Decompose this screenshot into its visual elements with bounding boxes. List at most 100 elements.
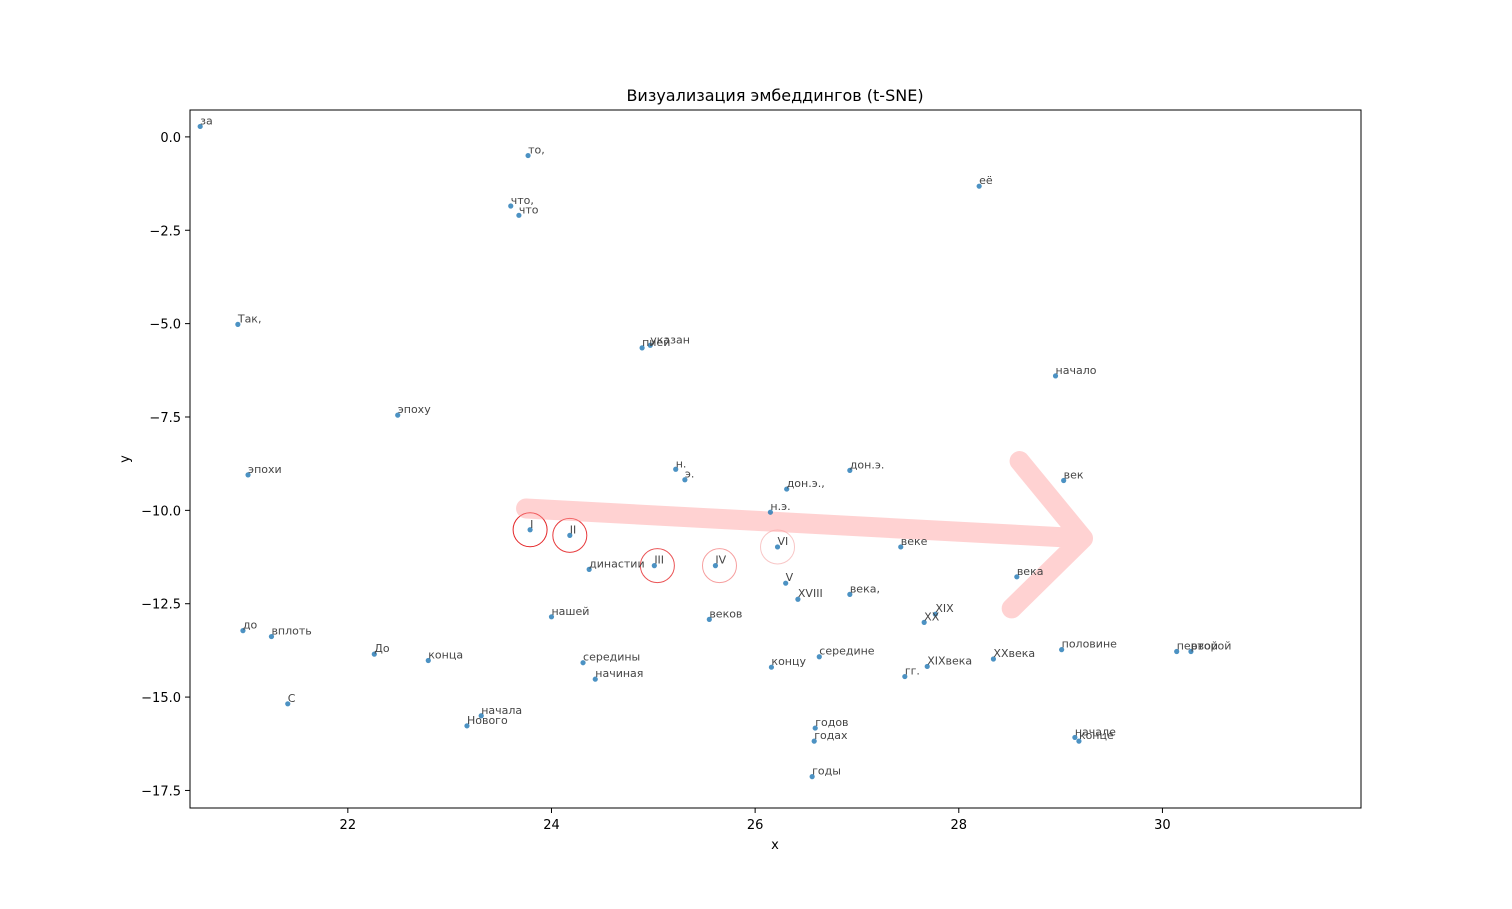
scatter-point	[525, 152, 531, 159]
scatter-point	[639, 345, 645, 351]
scatter-point	[235, 321, 241, 327]
point-label: что	[519, 203, 539, 216]
scatter-point	[1052, 373, 1059, 379]
scatter-point	[268, 633, 275, 640]
point-label: веков	[709, 607, 742, 620]
highlight-circle-2	[639, 548, 675, 584]
point-label: II	[570, 523, 577, 536]
point-label: Так,	[237, 312, 262, 325]
scatter-point	[1059, 647, 1065, 653]
y-tick-label: −17.5	[141, 784, 181, 799]
point-label: династии	[589, 557, 644, 570]
x-tick-label: 28	[951, 818, 968, 833]
scatter-point	[847, 467, 853, 473]
scatter-point	[774, 544, 781, 550]
scatter-point	[1076, 738, 1082, 744]
scatter-point	[567, 532, 573, 538]
scatter-point	[1174, 648, 1180, 655]
point-label: XVIII	[798, 587, 823, 600]
point-label: вплоть	[271, 625, 311, 638]
point-label: то,	[528, 144, 545, 157]
point-label: нашей	[551, 605, 589, 618]
scatter-point	[812, 725, 818, 731]
point-label: годах	[814, 729, 848, 742]
highlight-circle-1	[552, 517, 588, 553]
scatter-point	[1061, 477, 1067, 484]
point-label: э.	[685, 468, 695, 481]
plot-area-frame	[189, 109, 1362, 809]
point-label: указан	[650, 333, 690, 346]
x-tick-label: 30	[1154, 818, 1171, 833]
scatter-point	[425, 657, 431, 664]
point-label: гг.	[905, 665, 920, 678]
point-label: V	[786, 571, 794, 584]
point-label: пией	[642, 336, 670, 349]
scatter-point	[811, 738, 817, 744]
point-label: эпоху	[398, 403, 431, 416]
scatter-point	[647, 342, 653, 348]
point-label: второй	[1191, 640, 1231, 653]
point-label: начала	[481, 704, 522, 717]
point-label: IV	[715, 554, 726, 567]
scatter-point	[478, 713, 484, 719]
point-label: конце	[1079, 729, 1114, 742]
point-label: I	[530, 518, 533, 531]
scatter-point	[809, 774, 815, 780]
scatter-point	[285, 701, 291, 707]
y-axis-title: y	[118, 455, 133, 463]
scatter-point	[768, 664, 775, 670]
scatter-point	[1072, 734, 1078, 741]
point-label: С	[288, 692, 296, 705]
point-label: что,	[511, 194, 534, 207]
chart-title: Визуализация эмбеддингов (t-SNE)	[626, 86, 923, 105]
trend-arrow	[516, 451, 1094, 619]
point-label: XX	[924, 610, 940, 623]
point-label: Нового	[467, 714, 508, 727]
scatter-point	[898, 544, 904, 550]
point-label: половине	[1062, 638, 1118, 651]
point-label: н.э.	[770, 500, 790, 513]
y-axis: 0.0 −2.5 −5.0 −7.5 −10.0 −12.5 −15.0 −17.5	[141, 131, 190, 799]
point-label: До	[374, 642, 390, 655]
scatter-point	[197, 123, 203, 130]
scatter-point	[508, 203, 514, 209]
point-label: дон.э.	[850, 458, 885, 471]
scatter-point	[712, 563, 719, 569]
scatter-point	[816, 654, 822, 660]
scatter-point	[527, 527, 533, 533]
scatter-point	[795, 596, 801, 602]
scatter-point	[902, 673, 908, 680]
scatter-point	[767, 509, 774, 515]
point-label: первой	[1177, 640, 1218, 653]
point-label: веке	[901, 535, 928, 548]
point-label: VI	[778, 535, 789, 548]
scatter-point	[921, 619, 927, 625]
scatter-point	[924, 663, 930, 670]
trend-arrow-shape	[516, 451, 1094, 619]
point-label: III	[654, 554, 664, 567]
point-label: века,	[850, 582, 880, 595]
point-label: до	[243, 619, 258, 632]
point-label: XXвека	[993, 647, 1035, 660]
highlight-circle-0	[512, 512, 548, 548]
point-label: годов	[815, 716, 848, 729]
highlight-circle-3	[701, 548, 737, 584]
point-label: XIX	[935, 602, 954, 615]
scatter-point	[548, 614, 555, 620]
x-axis: 22 24 26 28 30	[340, 808, 1171, 833]
scatter-point	[586, 566, 592, 572]
x-axis-title: x	[771, 838, 779, 853]
point-label: дон.э.,	[787, 477, 825, 490]
y-tick-label: −5.0	[149, 318, 181, 333]
scatter-point	[395, 412, 401, 418]
scatter-points	[197, 123, 1194, 780]
scatter-point	[651, 563, 657, 569]
point-label: начале	[1075, 725, 1116, 738]
y-tick-label: 0.0	[160, 131, 181, 146]
scatter-point	[1014, 574, 1020, 580]
scatter-point	[240, 628, 246, 634]
point-label: н.	[676, 457, 687, 470]
point-label: начало	[1056, 364, 1097, 377]
scatter-point	[706, 616, 712, 623]
